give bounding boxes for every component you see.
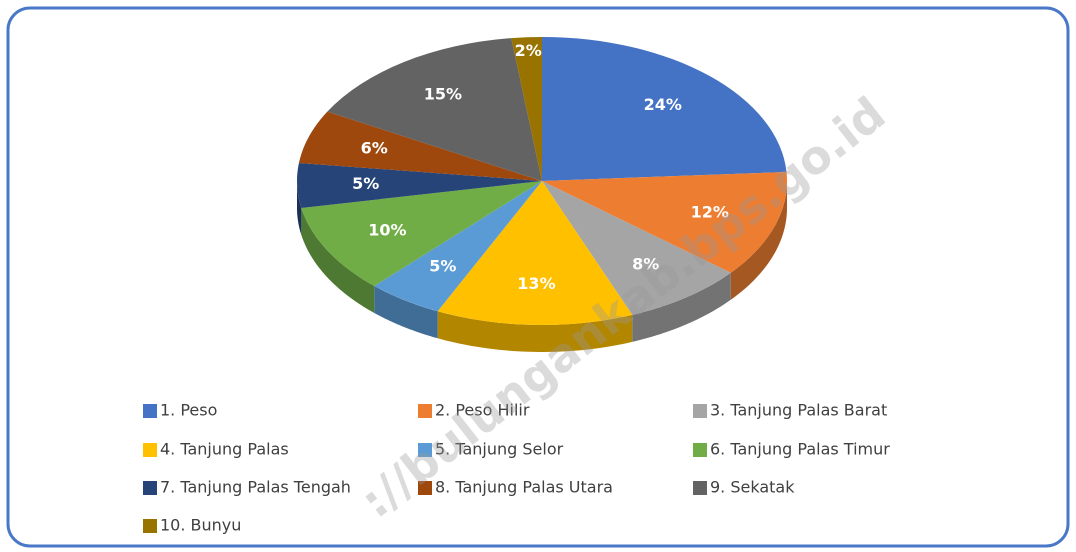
legend-swatch [693, 404, 707, 418]
legend-swatch [693, 443, 707, 457]
slice [374, 181, 542, 312]
data-label: 5% [429, 256, 456, 275]
data-label: 2% [515, 41, 542, 60]
slice-side [374, 285, 438, 339]
slice [301, 181, 542, 286]
data-label: 24% [644, 95, 682, 114]
data-label: 10% [368, 220, 406, 239]
slice-side [730, 181, 787, 300]
slice-side [301, 207, 375, 313]
data-label: 15% [424, 85, 462, 104]
legend-label: 3. Tanjung Palas Barat [710, 401, 887, 420]
data-label: 5% [352, 174, 379, 193]
legend-label: 9. Sekatak [710, 478, 795, 497]
legend-label: 10. Bunyu [160, 516, 241, 535]
legend-label: 6. Tanjung Palas Timur [710, 440, 890, 459]
legend-swatch [143, 443, 157, 457]
legend-swatch [418, 443, 432, 457]
legend-label: 8. Tanjung Palas Utara [435, 478, 613, 497]
slice [542, 171, 787, 273]
data-label: 13% [517, 274, 555, 293]
slice-side [632, 272, 731, 342]
legend-swatch [418, 481, 432, 495]
legend-swatch [143, 519, 157, 533]
legend-label: 2. Peso Hilir [435, 401, 530, 420]
legend-label: 4. Tanjung Palas [160, 440, 289, 459]
data-label: 12% [691, 203, 729, 222]
legend-swatch [143, 404, 157, 418]
slice [511, 37, 542, 181]
legend-label: 7. Tanjung Palas Tengah [160, 478, 351, 497]
slice [437, 181, 633, 326]
data-label: 6% [361, 138, 388, 157]
slice [296, 162, 542, 208]
data-label: 8% [632, 254, 659, 273]
slice-side [437, 311, 633, 352]
legend-label: 5. Tanjung Selor [435, 440, 564, 459]
slice [542, 37, 787, 181]
slice [542, 181, 731, 315]
slice [327, 38, 542, 181]
legend-label: 1. Peso [160, 401, 217, 420]
legend-swatch [143, 481, 157, 495]
slice [298, 111, 542, 181]
legend-swatch [693, 481, 707, 495]
legend-swatch [418, 404, 432, 418]
slice-side [297, 181, 302, 235]
